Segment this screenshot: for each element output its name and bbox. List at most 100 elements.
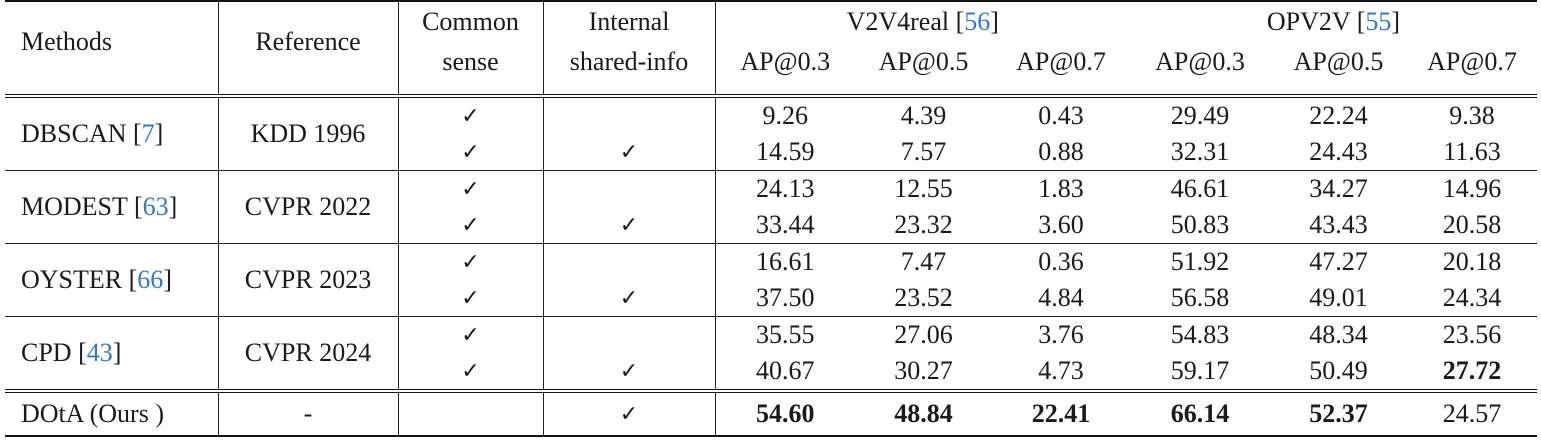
value-cell: 4.39	[855, 94, 992, 134]
group1-citation[interactable]: 56	[964, 7, 991, 36]
table-row: MODEST [63] CVPR 2022 ✓ 24.13 12.55 1.83 46.61…	[5, 170, 1537, 244]
method-cell: OYSTER [66]	[5, 243, 219, 317]
value-cell: 4.84	[1038, 283, 1084, 312]
value-cell: 3.76	[992, 316, 1130, 353]
value-cell: 7.47	[855, 243, 992, 280]
value-cell: 35.55	[715, 316, 855, 353]
header-metric: AP@0.3	[1155, 47, 1245, 76]
value-cell: 54.83	[1130, 316, 1270, 353]
value-cell: 48.84	[855, 389, 992, 437]
internal-info-check: ✓	[543, 389, 716, 437]
value-cell: 0.88	[1038, 137, 1084, 166]
value-cell: 0.43	[992, 94, 1130, 134]
value-cell: 23.52	[894, 283, 953, 312]
value-cell: 51.92	[1130, 243, 1270, 280]
value-cell: 20.58	[1442, 210, 1502, 239]
common-sense-check: ✓	[398, 280, 544, 317]
header-methods: Methods	[5, 0, 219, 82]
header-reference: Reference	[218, 0, 399, 82]
value-cell: 14.96	[1407, 170, 1537, 207]
internal-info-check: ✓	[543, 207, 716, 244]
method-name: DBSCAN	[21, 119, 127, 148]
header-common-sense-line2: sense	[398, 42, 544, 82]
common-sense-check: ✓	[398, 94, 544, 134]
table-row: ✓ ✓ 37.50 23.52 4.84 56.58 49.01 24.34	[5, 280, 1537, 317]
common-sense-check: ✓	[398, 353, 544, 391]
method-citation[interactable]: 63	[142, 192, 169, 221]
method-cell: DOtA (Ours )	[5, 389, 219, 437]
group2-name: OPV2V	[1266, 7, 1351, 36]
group1-name: V2V4real	[846, 7, 950, 36]
method-cell: CPD [43]	[5, 316, 219, 391]
internal-info-check	[543, 316, 716, 353]
value-cell: 40.67	[756, 356, 815, 385]
method-name: MODEST	[21, 192, 128, 221]
value-cell: 16.61	[715, 243, 855, 280]
table-row: ✓ ✓ 33.44 23.32 3.60 50.83 43.43 20.58	[5, 207, 1537, 244]
method-citation[interactable]: 43	[86, 338, 113, 367]
internal-info-check	[543, 243, 716, 280]
internal-info-check: ✓	[543, 280, 716, 317]
value-cell: 33.44	[756, 210, 815, 239]
value-cell: 49.01	[1309, 283, 1368, 312]
value-cell: 14.59	[756, 137, 815, 166]
value-cell: 66.14	[1130, 389, 1270, 437]
value-cell: 1.83	[992, 170, 1130, 207]
header-internal-line2: shared-info	[543, 42, 716, 82]
value-cell: 50.83	[1170, 210, 1230, 239]
common-sense-check: ✓	[398, 134, 544, 171]
table-row: OYSTER [66] CVPR 2023 ✓ 16.61 7.47 0.36 51.92 4…	[5, 243, 1537, 317]
internal-info-check	[543, 170, 716, 207]
table-row: DBSCAN [7] KDD 1996 ✓ 9.26 4.39 0.43 29.49 22.2…	[5, 94, 1537, 171]
header-metric: AP@0.5	[1293, 47, 1384, 76]
value-cell: 54.60	[715, 389, 855, 437]
method-cell: DBSCAN [7]	[5, 94, 219, 171]
group2-citation[interactable]: 55	[1365, 7, 1392, 36]
value-cell: 4.73	[1038, 356, 1084, 385]
table-row: ✓ ✓ 14.59 7.57 0.88 32.31 24.43 11.63	[5, 134, 1537, 171]
value-cell: 43.43	[1309, 210, 1368, 239]
method-citation[interactable]: 66	[137, 265, 164, 294]
header-group-v2v4real: V2V4real [56]	[715, 0, 1130, 42]
value-cell: 37.50	[756, 283, 815, 312]
method-name: OYSTER	[21, 265, 123, 294]
value-cell: 23.56	[1407, 316, 1537, 353]
value-cell: 30.27	[894, 356, 953, 385]
header-group-opv2v: OPV2V [55]	[1130, 0, 1537, 42]
table-row: CPD [43] CVPR 2024 ✓ 35.55 27.06 3.76 54.83 48.…	[5, 316, 1537, 391]
common-sense-check	[398, 389, 544, 437]
value-cell: 22.24	[1270, 94, 1407, 134]
reference-cell: CVPR 2023	[218, 243, 399, 317]
reference-cell: CVPR 2024	[218, 316, 399, 391]
internal-info-check: ✓	[543, 353, 716, 391]
header-metric: AP@0.3	[740, 47, 831, 76]
value-cell: 7.57	[900, 137, 947, 166]
method-citation[interactable]: 7	[141, 119, 155, 148]
header-common-sense-line1: Common	[398, 0, 544, 42]
value-cell: 59.17	[1170, 356, 1230, 385]
header-metric: AP@0.7	[1427, 47, 1517, 76]
value-cell: 52.37	[1270, 389, 1407, 437]
value-cell: 24.13	[715, 170, 855, 207]
value-cell: 46.61	[1130, 170, 1270, 207]
value-cell: 29.49	[1130, 94, 1270, 134]
value-cell: 0.36	[992, 243, 1130, 280]
value-cell: 24.43	[1309, 137, 1368, 166]
header-metric: AP@0.7	[1016, 47, 1106, 76]
value-cell: 3.60	[1038, 210, 1084, 239]
header-metric: AP@0.5	[878, 47, 969, 76]
value-cell: 34.27	[1270, 170, 1407, 207]
value-cell: 9.26	[715, 94, 855, 134]
common-sense-check: ✓	[398, 316, 544, 353]
value-cell: 22.41	[992, 389, 1130, 437]
value-cell: 56.58	[1170, 283, 1230, 312]
method-cell: MODEST [63]	[5, 170, 219, 244]
reference-cell: -	[218, 389, 399, 437]
value-cell: 27.72	[1442, 356, 1502, 385]
common-sense-check: ✓	[398, 243, 544, 280]
value-cell: 32.31	[1170, 137, 1230, 166]
common-sense-check: ✓	[398, 207, 544, 244]
table-row-ours: DOtA (Ours ) - ✓ 54.60 48.84 22.41 66.14 52.37 2…	[5, 389, 1537, 437]
reference-cell: KDD 1996	[218, 94, 399, 171]
value-cell: 12.55	[855, 170, 992, 207]
